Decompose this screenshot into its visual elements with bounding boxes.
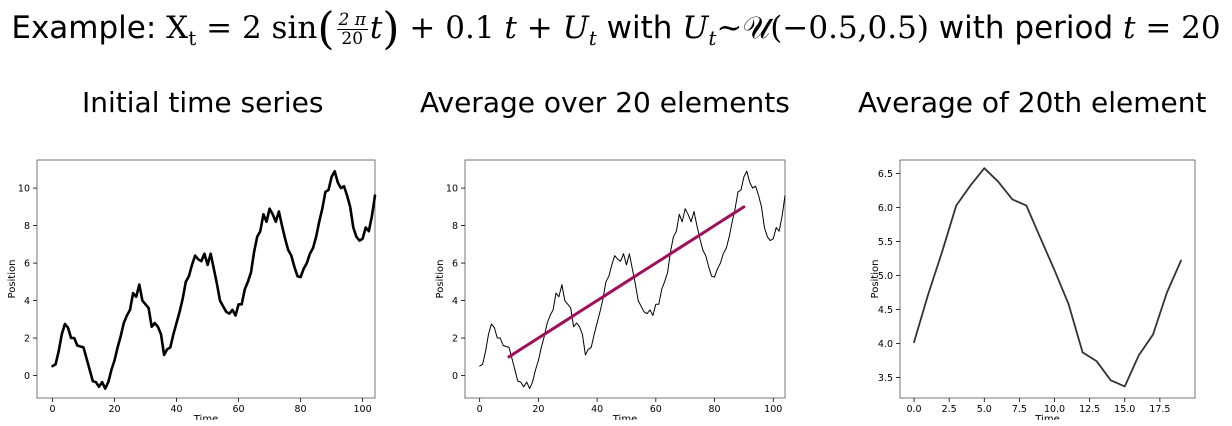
plot-frame — [36, 159, 376, 399]
y-tick-label: 4 — [452, 296, 458, 307]
panel-title-avg-20th: Average of 20th element — [858, 86, 1207, 119]
formula-frac-den: 20 — [341, 29, 364, 49]
formula-x-sub: t — [188, 26, 197, 51]
moving-average-line — [507, 205, 746, 359]
panel-title-initial: Initial time series — [82, 86, 324, 119]
x-tick-label: 60 — [650, 404, 662, 415]
x-tick-label: 100 — [354, 404, 372, 415]
x-tick-label: 80 — [295, 404, 307, 415]
y-tick-label: 10 — [446, 184, 458, 195]
y-tick-label: 0 — [24, 371, 30, 382]
formula-t-inner: t — [369, 10, 383, 46]
x-axis-label: Time — [1034, 414, 1059, 420]
y-tick-label: 5.5 — [878, 237, 893, 248]
y-tick-label: 5.0 — [878, 271, 893, 282]
formula-dist: ~𝒰(−0.5,0.5) — [716, 10, 929, 46]
formula-prefix: Example: — [11, 10, 167, 46]
chart-average-20th: 0.0 2.5 5.0 7.5 10.0 12.5 15.0 17.5 3.5 4.0 4.5 5.0… — [870, 159, 1196, 420]
y-axis-label: Position — [435, 260, 446, 299]
x-tick-label: 7.5 — [1012, 404, 1027, 415]
y-tick-label: 4 — [24, 296, 30, 307]
plot-frame — [464, 159, 786, 399]
y-tick-label: 2 — [452, 334, 458, 345]
y-tick-label: 4.0 — [878, 339, 893, 350]
formula-u2: U — [682, 10, 709, 46]
formula-eq2: = 20 — [1135, 10, 1221, 46]
plot-frame — [899, 159, 1196, 399]
formula-open-paren: ( — [317, 3, 335, 55]
x-axis-label: Time — [612, 414, 637, 420]
panel-title-moving-average: Average over 20 elements — [420, 86, 790, 119]
x-tick-label: 5.0 — [977, 404, 992, 415]
y-tick-label: 6 — [452, 259, 458, 270]
series-line — [479, 170, 786, 390]
x-tick-label: 80 — [708, 404, 720, 415]
formula-with1: with — [596, 10, 683, 46]
x-tick-label: 17.5 — [1149, 404, 1170, 415]
x-axis-label: Time — [193, 414, 218, 420]
x-tick-label: 20 — [108, 404, 120, 415]
formula-frac-num: 2 π — [336, 10, 368, 30]
formula-u: U — [562, 10, 589, 46]
x-tick-label: 100 — [764, 404, 782, 415]
x-tick-label: 12.5 — [1079, 404, 1100, 415]
y-tick-label: 8 — [452, 221, 458, 232]
x-tick-label: 60 — [233, 404, 245, 415]
y-axis-label: Position — [870, 260, 881, 299]
x-tick-label: 15.0 — [1114, 404, 1135, 415]
y-tick-label: 10 — [18, 184, 30, 195]
x-tick-label: 0.0 — [906, 404, 921, 415]
formula-t2: t — [504, 10, 517, 46]
y-tick-label: 3.5 — [878, 373, 893, 384]
series-line — [913, 167, 1182, 388]
formula-eq1: = 2 sin — [196, 10, 318, 46]
formula-title: Example: Xt = 2 sin(2 π 20 t) + 0.1 t + Ut… — [0, 6, 1232, 60]
chart-moving-average: 0 20 40 60 80 100 0 2 4 6 8 10 Time Position — [435, 159, 786, 420]
y-axis-label: Position — [7, 260, 18, 299]
formula-t3: t — [1123, 10, 1136, 46]
x-tick-label: 0 — [477, 404, 483, 415]
formula-x: X — [166, 10, 189, 46]
formula-u-sub: t — [588, 26, 597, 51]
y-tick-label: 0 — [452, 371, 458, 382]
formula-close-paren: ) — [382, 3, 400, 55]
x-tick-label: 40 — [170, 404, 182, 415]
y-tick-label: 2 — [24, 334, 30, 345]
x-tick-label: 20 — [532, 404, 544, 415]
y-tick-label: 6.0 — [878, 203, 893, 214]
formula-plus: + 0.1 — [399, 10, 505, 46]
y-tick-label: 8 — [24, 221, 30, 232]
y-tick-label: 4.5 — [878, 305, 893, 316]
series-line — [51, 169, 377, 390]
formula-u2-sub: t — [708, 26, 717, 51]
formula-plus2: + — [516, 10, 563, 46]
y-tick-label: 6 — [24, 259, 30, 270]
y-tick-label: 6.5 — [878, 169, 893, 180]
x-tick-label: 0 — [49, 404, 55, 415]
x-tick-label: 40 — [591, 404, 603, 415]
x-tick-label: 2.5 — [942, 404, 957, 415]
x-tick-label: 10.0 — [1044, 404, 1065, 415]
formula-fraction: 2 π 20 — [336, 10, 368, 49]
chart-initial-series: 0 20 40 60 80 100 0 2 4 6 8 10 Time Position — [7, 159, 377, 420]
formula-with2: with period — [928, 10, 1124, 46]
